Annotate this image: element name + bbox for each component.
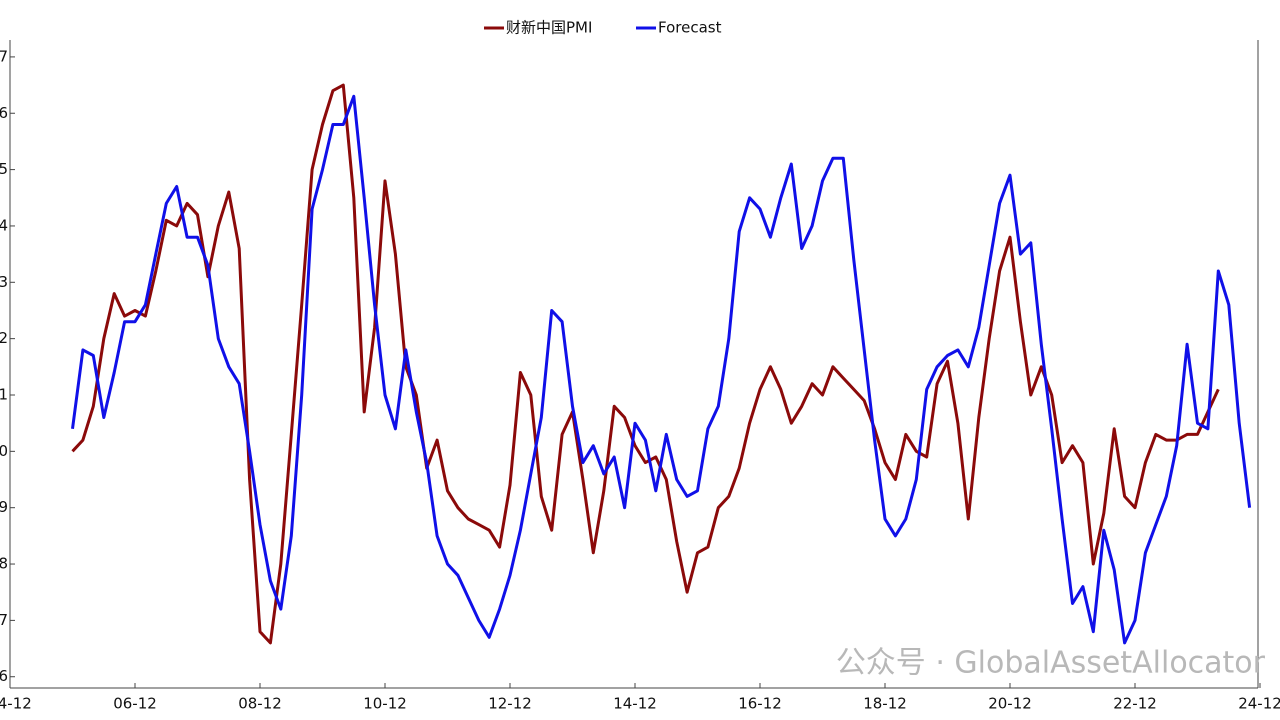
y-tick-label: 55 [0,160,8,178]
x-tick-label: 22-12 [1113,695,1157,713]
y-tick-label: 51 [0,385,8,403]
x-tick-label: 06-12 [113,695,157,713]
legend-label: Forecast [658,19,722,37]
x-tick-label: 10-12 [363,695,407,713]
x-tick-label: 04-12 [0,695,32,713]
series-line [71,94,1252,645]
y-tick-label: 52 [0,329,8,347]
y-tick-label: 48 [0,555,8,573]
x-tick-label: 24-12 [1238,695,1280,713]
y-tick-label: 53 [0,273,8,291]
y-tick-label: 54 [0,216,8,234]
x-tick-label: 08-12 [238,695,282,713]
x-tick-label: 12-12 [488,695,532,713]
legend-label: 财新中国PMI [506,19,592,37]
x-tick-label: 14-12 [613,695,657,713]
y-tick-label: 56 [0,104,8,122]
x-tick-label: 16-12 [738,695,782,713]
y-tick-label: 46 [0,667,8,685]
y-tick-label: 57 [0,47,8,65]
y-tick-label: 49 [0,498,8,516]
x-tick-label: 20-12 [988,695,1032,713]
y-tick-label: 47 [0,611,8,629]
y-tick-label: 50 [0,442,8,460]
watermark: 公众号 · GlobalAssetAllocator [836,646,1266,681]
x-tick-label: 18-12 [863,695,907,713]
series-line [71,83,1220,645]
